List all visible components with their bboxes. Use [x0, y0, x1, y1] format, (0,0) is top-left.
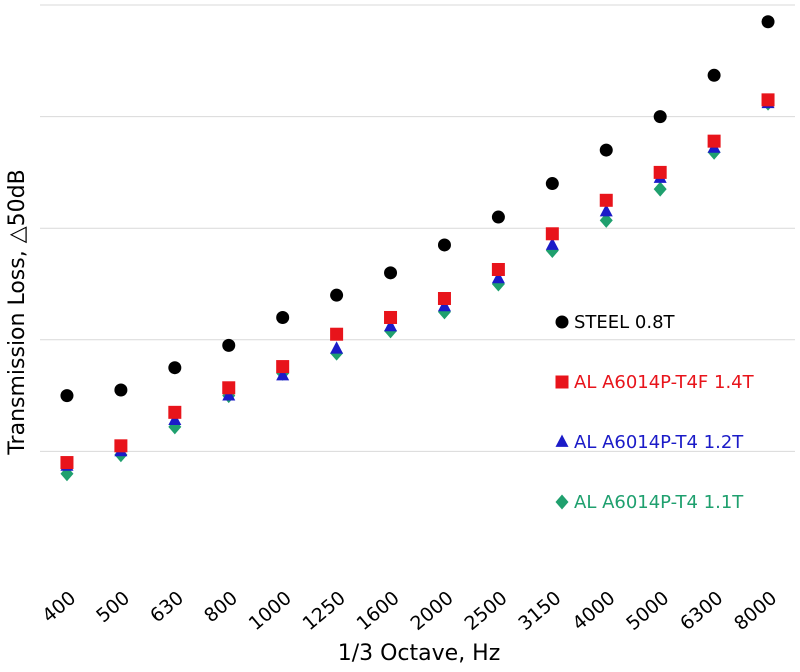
x-tick-label: 500: [92, 587, 134, 627]
legend: STEEL 0.8T AL A6014P-T4F 1.4T AL A6014P-T4…: [555, 312, 755, 513]
legend-label: AL A6014P-T4F 1.4T: [574, 372, 755, 393]
data-points: [60, 15, 775, 482]
legend-item: AL A6014P-T4 1.2T: [555, 432, 744, 453]
data-point: [222, 381, 236, 395]
y-axis-title: Transmission Loss, △50dB: [5, 169, 30, 455]
data-point: [491, 210, 505, 224]
data-point: [60, 389, 74, 403]
data-point: [114, 439, 128, 453]
legend-item: STEEL 0.8T: [555, 312, 676, 333]
legend-marker: [555, 434, 569, 447]
x-tick-label: 1000: [245, 587, 296, 635]
data-point: [384, 310, 398, 324]
x-tick-labels: 400 500 630 800 1000 1250 1600 2000 2500 3150 4000…: [38, 587, 781, 635]
data-point: [114, 383, 128, 397]
legend-item: AL A6014P-T4F 1.4T: [555, 372, 755, 393]
data-point: [168, 419, 182, 435]
x-tick-label: 4000: [568, 587, 619, 635]
data-point: [330, 288, 344, 302]
legend-label: AL A6014P-T4 1.2T: [574, 432, 744, 453]
x-tick-label: 3150: [514, 587, 565, 635]
data-point: [599, 212, 613, 228]
data-point: [168, 412, 182, 426]
data-point: [599, 203, 613, 217]
data-point: [599, 143, 613, 157]
x-tick-label: 1250: [299, 587, 350, 635]
data-point: [168, 405, 182, 419]
legend-marker: [555, 315, 569, 329]
data-point: [707, 68, 721, 82]
x-tick-label: 6300: [676, 587, 727, 635]
data-point: [384, 266, 398, 280]
data-point: [491, 262, 505, 276]
data-point: [276, 310, 290, 324]
data-point: [60, 456, 74, 470]
gridlines: [40, 4, 795, 452]
data-point: [545, 227, 559, 241]
data-point: [276, 360, 290, 374]
x-tick-label: 400: [38, 587, 80, 627]
legend-marker: [555, 375, 569, 389]
data-point: [437, 304, 451, 320]
data-point: [653, 110, 667, 124]
data-point: [545, 177, 559, 191]
x-tick-label: 8000: [730, 587, 781, 635]
data-point: [653, 181, 667, 197]
legend-item: AL A6014P-T4 1.1T: [555, 492, 744, 513]
x-tick-label: 2000: [406, 587, 457, 635]
data-point: [545, 237, 559, 250]
data-point: [384, 318, 398, 332]
data-point: [491, 270, 505, 284]
series-triangle: [60, 95, 775, 471]
data-point: [437, 292, 451, 306]
x-tick-label: 5000: [622, 587, 673, 635]
data-point: [761, 93, 775, 107]
data-point: [653, 165, 667, 179]
data-point: [707, 134, 721, 148]
data-point: [330, 327, 344, 341]
series-circle: [60, 15, 775, 403]
data-point: [761, 15, 775, 29]
data-point: [437, 298, 451, 312]
legend-label: STEEL 0.8T: [574, 312, 676, 333]
data-point: [330, 341, 344, 354]
data-point: [60, 466, 74, 482]
data-point: [437, 238, 451, 252]
data-point: [276, 368, 290, 381]
x-axis-title: 1/3 Octave, Hz: [338, 641, 501, 666]
x-tick-label: 2500: [460, 587, 511, 635]
x-tick-label: 630: [146, 587, 188, 627]
x-tick-label: 1600: [353, 587, 404, 635]
data-point: [599, 193, 613, 207]
series-square: [60, 93, 775, 470]
data-point: [222, 388, 236, 401]
series-diamond: [60, 95, 775, 482]
data-point: [168, 361, 182, 375]
x-tick-label: 800: [200, 587, 242, 627]
legend-marker: [555, 494, 569, 510]
legend-label: AL A6014P-T4 1.1T: [574, 492, 744, 513]
data-point: [222, 338, 236, 352]
